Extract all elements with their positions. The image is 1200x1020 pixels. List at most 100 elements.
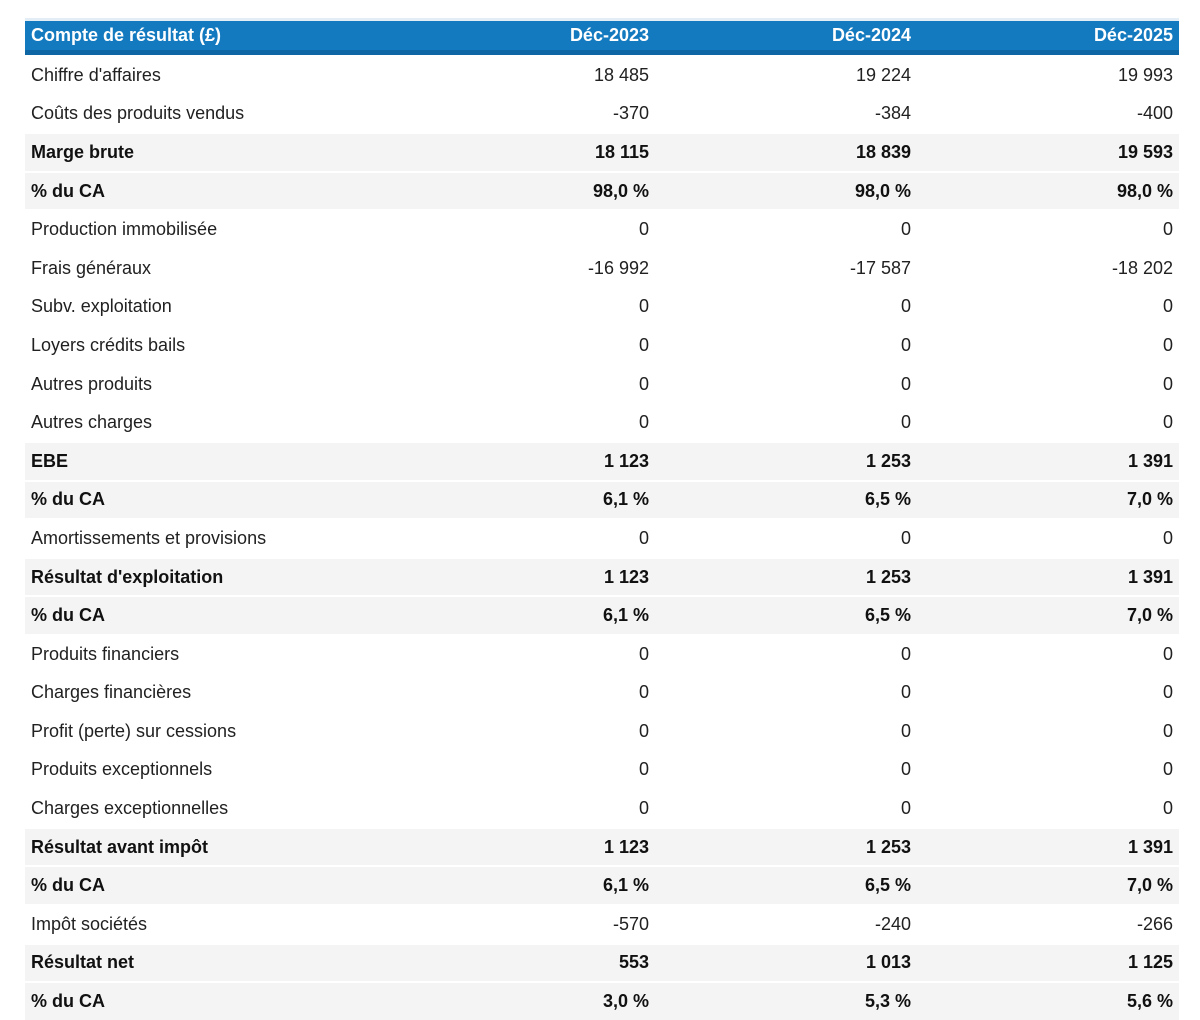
row-label: Résultat avant impôt — [25, 826, 393, 866]
row-label: Impôt sociétés — [25, 904, 393, 943]
table-title: Compte de résultat (£) — [25, 18, 393, 55]
row-label: % du CA — [25, 479, 393, 519]
cell-value: 7,0 % — [917, 595, 1179, 634]
cell-value: 0 — [393, 209, 655, 248]
row-label: Amortissements et provisions — [25, 518, 393, 557]
cell-value: 0 — [917, 325, 1179, 364]
row-label: Frais généraux — [25, 247, 393, 287]
cell-value: 1 253 — [655, 826, 917, 866]
cell-value: 0 — [917, 633, 1179, 673]
cell-value: 3,0 % — [393, 981, 655, 1020]
cell-value: -570 — [393, 904, 655, 943]
table-row: Résultat net 553 1 013 1 125 — [25, 942, 1179, 982]
table-row: Charges exceptionnelles 0 0 0 — [25, 788, 1179, 827]
table-row: % du CA 98,0 % 98,0 % 98,0 % — [25, 170, 1179, 210]
cell-value: 5,6 % — [917, 981, 1179, 1020]
cell-value: 7,0 % — [917, 479, 1179, 519]
cell-value: 98,0 % — [393, 170, 655, 210]
cell-value: 1 125 — [917, 942, 1179, 982]
row-label: Autres produits — [25, 363, 393, 403]
cell-value: 0 — [917, 711, 1179, 750]
cell-value: 0 — [393, 402, 655, 441]
table-row: Produits exceptionnels 0 0 0 — [25, 749, 1179, 789]
cell-value: 0 — [655, 209, 917, 248]
cell-value: 0 — [393, 633, 655, 673]
cell-value: -370 — [393, 93, 655, 133]
row-label: Charges exceptionnelles — [25, 788, 393, 827]
column-header: Déc-2023 — [393, 18, 655, 55]
cell-value: 0 — [917, 749, 1179, 789]
cell-value: 1 123 — [393, 440, 655, 480]
cell-value: 6,5 % — [655, 865, 917, 905]
row-label: % du CA — [25, 865, 393, 905]
cell-value: 0 — [393, 286, 655, 326]
cell-value: 0 — [393, 363, 655, 403]
table-row: Charges financières 0 0 0 — [25, 672, 1179, 712]
cell-value: 6,1 % — [393, 595, 655, 634]
cell-value: 0 — [393, 325, 655, 364]
row-label: Autres charges — [25, 402, 393, 441]
cell-value: -400 — [917, 93, 1179, 133]
cell-value: 0 — [655, 788, 917, 827]
income-statement-table: Compte de résultat (£) Déc-2023 Déc-2024… — [25, 18, 1179, 1020]
cell-value: 0 — [393, 711, 655, 750]
cell-value: -17 587 — [655, 247, 917, 287]
row-label: % du CA — [25, 595, 393, 634]
cell-value: 0 — [655, 402, 917, 441]
row-label: Produits financiers — [25, 633, 393, 673]
cell-value: 98,0 % — [917, 170, 1179, 210]
cell-value: 7,0 % — [917, 865, 1179, 905]
cell-value: 0 — [393, 749, 655, 789]
cell-value: 0 — [655, 518, 917, 557]
column-header: Déc-2025 — [917, 18, 1179, 55]
cell-value: 1 123 — [393, 556, 655, 596]
cell-value: 1 391 — [917, 556, 1179, 596]
cell-value: -18 202 — [917, 247, 1179, 287]
cell-value: 18 115 — [393, 132, 655, 171]
cell-value: 1 253 — [655, 556, 917, 596]
cell-value: 0 — [917, 672, 1179, 712]
cell-value: -16 992 — [393, 247, 655, 287]
table-row: Autres produits 0 0 0 — [25, 363, 1179, 403]
table-row: % du CA 6,1 % 6,5 % 7,0 % — [25, 479, 1179, 519]
cell-value: 1 013 — [655, 942, 917, 982]
cell-value: 5,3 % — [655, 981, 917, 1020]
table-header-row: Compte de résultat (£) Déc-2023 Déc-2024… — [25, 18, 1179, 55]
table-row: Production immobilisée 0 0 0 — [25, 209, 1179, 248]
table-row: Chiffre d'affaires 18 485 19 224 19 993 — [25, 55, 1179, 94]
cell-value: 19 993 — [917, 55, 1179, 94]
cell-value: 0 — [917, 788, 1179, 827]
cell-value: 6,5 % — [655, 595, 917, 634]
cell-value: 0 — [655, 363, 917, 403]
row-label: Production immobilisée — [25, 209, 393, 248]
table-row: % du CA 6,1 % 6,5 % 7,0 % — [25, 865, 1179, 905]
row-label: Profit (perte) sur cessions — [25, 711, 393, 750]
cell-value: 0 — [655, 633, 917, 673]
cell-value: -240 — [655, 904, 917, 943]
row-label: Loyers crédits bails — [25, 325, 393, 364]
cell-value: 98,0 % — [655, 170, 917, 210]
row-label: Charges financières — [25, 672, 393, 712]
cell-value: 1 391 — [917, 440, 1179, 480]
row-label: Subv. exploitation — [25, 286, 393, 326]
cell-value: 18 839 — [655, 132, 917, 171]
row-label: Marge brute — [25, 132, 393, 171]
column-header: Déc-2024 — [655, 18, 917, 55]
table-row: Résultat d'exploitation 1 123 1 253 1 391 — [25, 556, 1179, 596]
cell-value: 0 — [655, 286, 917, 326]
table-row: EBE 1 123 1 253 1 391 — [25, 440, 1179, 480]
table-row: Impôt sociétés -570 -240 -266 — [25, 904, 1179, 943]
row-label: Résultat net — [25, 942, 393, 982]
table-row: Profit (perte) sur cessions 0 0 0 — [25, 711, 1179, 750]
cell-value: -266 — [917, 904, 1179, 943]
cell-value: 0 — [393, 518, 655, 557]
table-row: Produits financiers 0 0 0 — [25, 633, 1179, 673]
cell-value: 18 485 — [393, 55, 655, 94]
cell-value: 0 — [917, 209, 1179, 248]
cell-value: 6,5 % — [655, 479, 917, 519]
cell-value: 0 — [655, 325, 917, 364]
cell-value: 1 253 — [655, 440, 917, 480]
row-label: Résultat d'exploitation — [25, 556, 393, 596]
row-label: Chiffre d'affaires — [25, 55, 393, 94]
